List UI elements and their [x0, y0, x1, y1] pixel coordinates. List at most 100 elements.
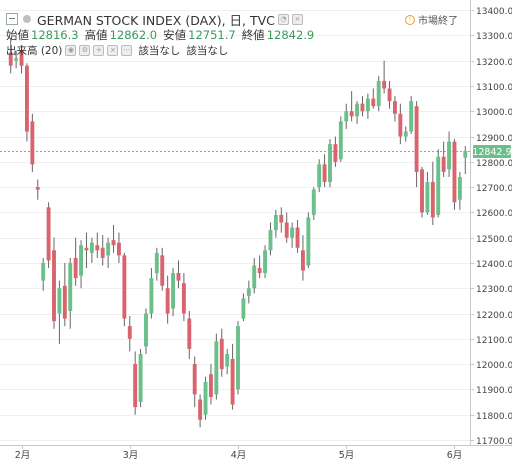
candle-body-up [214, 341, 219, 395]
y-tick-label: 11700.00 [476, 437, 512, 447]
y-tick-label: 13000.00 [476, 108, 512, 118]
candle [68, 257, 73, 329]
candle [144, 308, 148, 354]
candle-body-down [371, 98, 376, 107]
collapse-icon[interactable] [6, 13, 18, 25]
candle-body-down [333, 144, 338, 162]
candle-body-down [187, 318, 192, 349]
eye-icon[interactable]: ◉ [65, 44, 77, 56]
candle [73, 237, 78, 286]
close-icon[interactable]: × [291, 13, 303, 25]
market-status: ! 市場終了 [405, 12, 458, 27]
candle [279, 207, 284, 233]
y-tick-label: 13400.00 [476, 7, 512, 17]
candle [208, 364, 213, 405]
candle-body-down [219, 338, 224, 370]
candle-body-down [257, 268, 262, 274]
candle-body-down [84, 247, 89, 251]
y-tick-label: 12300.00 [476, 285, 512, 295]
add-icon[interactable]: + [93, 44, 105, 56]
candle-body-up [236, 326, 240, 390]
candle-body-down [414, 106, 419, 172]
candle [457, 171, 462, 210]
low-label: 安値 [163, 28, 187, 42]
candle-body-down [295, 227, 300, 248]
candle-body-up [290, 227, 295, 238]
candle-body-up [252, 265, 257, 289]
candle-body-up [365, 98, 370, 112]
symbol-title[interactable]: GERMAN STOCK INDEX (DAX), 日, TVC [37, 12, 275, 28]
candle-body-down [398, 113, 403, 137]
candle [252, 257, 257, 294]
candle-body-down [300, 250, 305, 271]
candle [360, 96, 365, 117]
candle [371, 88, 376, 109]
candle [246, 280, 251, 304]
candle [111, 225, 116, 253]
candle-body-down [382, 80, 387, 89]
candle-body-up [376, 80, 381, 107]
settings-icon[interactable]: ◔ [277, 13, 289, 25]
candle [447, 131, 452, 177]
candle-body-up [14, 58, 19, 61]
candle [187, 310, 192, 360]
candle-body-down [441, 156, 446, 172]
chart-header: GERMAN STOCK INDEX (DAX), 日, TVC ◔ × ! 市… [0, 0, 512, 60]
candle [100, 235, 105, 266]
candle-body-down [198, 399, 203, 420]
candle [122, 252, 127, 327]
close-value: 12842.9 [266, 28, 315, 42]
candle-body-up [457, 176, 462, 200]
settings-icon[interactable]: ⚙ [79, 44, 91, 56]
candle-body-down [165, 288, 170, 314]
close-icon[interactable]: × [107, 44, 119, 56]
candle [349, 91, 354, 122]
candle-body-down [430, 182, 435, 218]
candle [171, 268, 176, 317]
candle-body-down [230, 359, 235, 405]
clock-icon: ! [405, 14, 415, 25]
candle [14, 50, 19, 69]
candle [79, 240, 84, 289]
candle [95, 232, 100, 258]
candle [8, 37, 13, 74]
candle-body-down [46, 207, 51, 261]
y-tick-label: 12600.00 [476, 209, 512, 219]
y-tick-label: 13300.00 [476, 32, 512, 42]
candle [382, 60, 387, 94]
candle [409, 96, 414, 135]
candle [192, 356, 197, 408]
candle-body-up [203, 381, 208, 415]
close-label: 終値 [241, 28, 265, 42]
price-axis[interactable]: 11700.00 11800.00 11900.00 12000.00 12100.00… [470, 7, 512, 447]
candle [355, 101, 360, 124]
candle-body-down [100, 247, 105, 258]
candle [376, 75, 381, 112]
candle [89, 237, 94, 263]
candle [425, 171, 430, 215]
candle-body-up [409, 101, 414, 132]
candle-body-up [268, 230, 273, 251]
low-value: 12751.7 [188, 28, 236, 42]
candle-body-up [41, 262, 46, 281]
candle-body-up [447, 141, 452, 170]
candle [392, 96, 397, 122]
candle [160, 247, 165, 291]
candle [273, 209, 278, 238]
more-icon[interactable]: ⋯ [121, 44, 133, 56]
candle [311, 187, 316, 220]
time-axis[interactable]: 2月 3月 4月 5月 6月 [15, 445, 463, 461]
candle [176, 260, 181, 289]
y-tick-label: 11800.00 [476, 412, 512, 422]
candle [290, 222, 295, 248]
candle-body-up [241, 298, 246, 319]
y-tick-label: 12200.00 [476, 311, 512, 321]
candle-body-down [420, 169, 424, 213]
price-grid [0, 10, 470, 441]
candle-body-up [328, 144, 332, 183]
status-dot-icon [23, 15, 31, 23]
volume-label[interactable]: 出来高 (20) [6, 44, 63, 57]
candle-body-up [154, 252, 159, 274]
candle-body-up [57, 288, 62, 314]
